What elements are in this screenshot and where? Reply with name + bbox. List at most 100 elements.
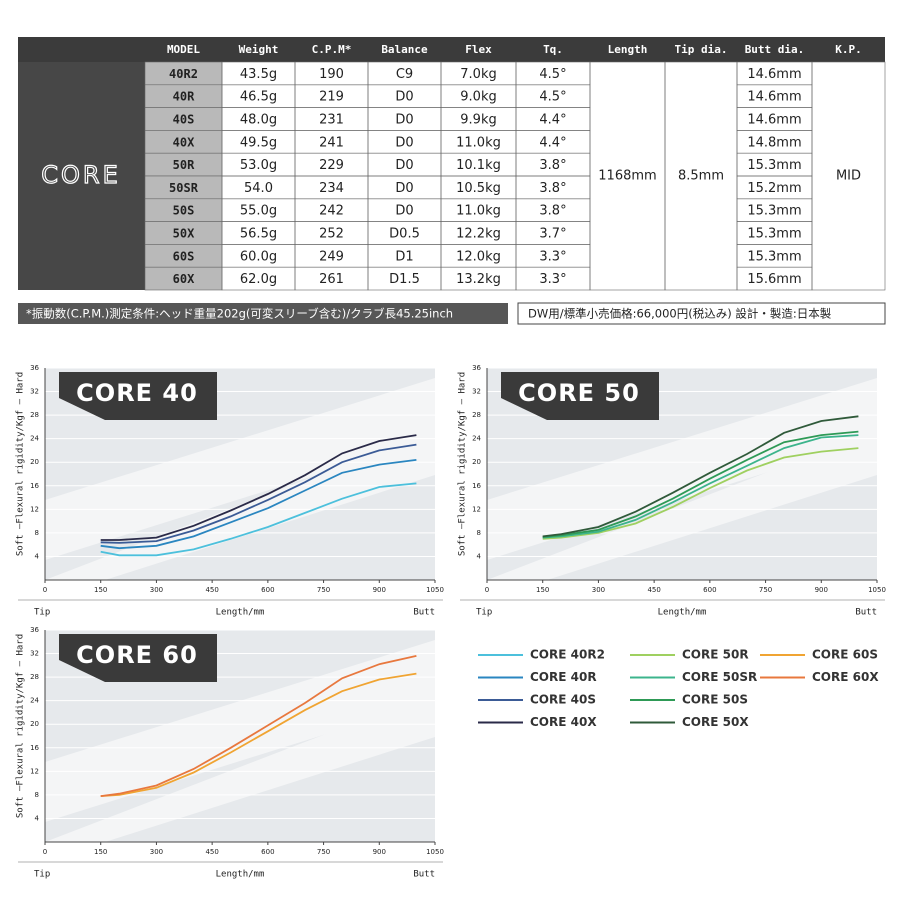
model-name: 50R xyxy=(173,158,195,172)
x-tick-label: 900 xyxy=(373,848,386,856)
cell-text: 54.0 xyxy=(244,181,273,196)
cell-text: 8.5mm xyxy=(678,169,724,184)
x-tick-label: 900 xyxy=(815,586,828,594)
plot-stripe xyxy=(45,692,435,842)
table-header: C.P.M* xyxy=(312,43,352,56)
title-badge xyxy=(59,634,217,682)
cell-text: 60.0g xyxy=(240,249,277,264)
y-tick-label: 20 xyxy=(30,458,39,466)
cell-text: 49.5g xyxy=(240,135,277,150)
cell-text: D1.5 xyxy=(389,272,420,287)
model-name: 40S xyxy=(173,113,195,127)
legend-label: CORE 60X xyxy=(812,670,879,684)
y-tick-label: 24 xyxy=(472,435,481,443)
table-header-bg xyxy=(18,37,885,62)
cell-text: 249 xyxy=(319,249,344,264)
x-tick-label: 450 xyxy=(205,848,218,856)
cell-text: 252 xyxy=(319,227,344,242)
chart-title: CORE 40 xyxy=(76,379,198,407)
x-tick-label: 0 xyxy=(43,848,47,856)
price-text: DW用/標準小売価格:66,000円(税込み) 設計・製造:日本製 xyxy=(528,307,832,321)
x-left-label: Tip xyxy=(476,608,492,618)
cell-text: D0 xyxy=(395,135,413,150)
series-line xyxy=(542,447,859,540)
series-line xyxy=(100,482,417,557)
y-tick-label: 28 xyxy=(472,411,481,419)
cell-text: 10.1kg xyxy=(456,158,501,173)
series-line xyxy=(100,459,417,550)
x-right-label: Butt xyxy=(855,608,877,618)
x-tick-label: 450 xyxy=(647,586,660,594)
series-line xyxy=(100,434,417,541)
y-tick-label: 32 xyxy=(30,388,39,396)
x-tick-label: 150 xyxy=(94,848,107,856)
x-tick-label: 600 xyxy=(261,586,274,594)
legend-label: CORE 40S xyxy=(530,693,596,707)
cell-text: D0 xyxy=(395,204,413,219)
model-name: 40R2 xyxy=(169,67,198,81)
cell-text: 3.3° xyxy=(539,249,566,264)
cell-text: D0 xyxy=(395,158,413,173)
x-tick-label: 1050 xyxy=(426,586,444,594)
cell-text: 14.8mm xyxy=(747,135,801,150)
cell-text: 15.6mm xyxy=(747,272,801,287)
x-tick-label: 300 xyxy=(150,848,163,856)
legend-label: CORE 50X xyxy=(682,715,749,729)
plot-stripe xyxy=(487,378,877,560)
note-box xyxy=(18,303,508,324)
y-tick-label: 32 xyxy=(30,650,39,658)
cell-text: 234 xyxy=(319,181,344,196)
cell-text: 15.3mm xyxy=(747,249,801,264)
cell-text: 15.3mm xyxy=(747,204,801,219)
legend-label: CORE 40R2 xyxy=(530,648,605,662)
cell-text: D0 xyxy=(395,113,413,128)
cell-text: 190 xyxy=(319,67,344,82)
cell-text: C9 xyxy=(396,67,413,82)
cell-text: 1168mm xyxy=(598,169,656,184)
x-tick-label: 300 xyxy=(592,586,605,594)
brand-cell xyxy=(18,62,145,290)
cell-text: 261 xyxy=(319,272,344,287)
series-line xyxy=(100,443,417,544)
y-axis-label: Soft —Flexural rigidity/Kgf — Hard xyxy=(16,372,26,556)
x-tick-label: 150 xyxy=(94,586,107,594)
x-axis-label: Length/mm xyxy=(216,870,265,880)
y-tick-label: 12 xyxy=(472,505,481,513)
series-line xyxy=(100,655,417,797)
x-tick-label: 600 xyxy=(703,586,716,594)
title-badge xyxy=(59,372,217,420)
series-line xyxy=(542,434,859,539)
y-tick-label: 12 xyxy=(30,505,39,513)
cell-text: 14.6mm xyxy=(747,67,801,82)
cell-text: 15.3mm xyxy=(747,227,801,242)
cell-text: 14.6mm xyxy=(747,90,801,105)
plot-stripe xyxy=(45,640,435,822)
cell-text: 55.0g xyxy=(240,204,277,219)
y-axis-label: Soft —Flexural rigidity/Kgf — Hard xyxy=(16,634,26,818)
y-tick-label: 24 xyxy=(30,697,39,705)
legend-label: CORE 50S xyxy=(682,693,748,707)
y-tick-label: 8 xyxy=(35,791,39,799)
cell-text: 46.5g xyxy=(240,90,277,105)
model-name: 60X xyxy=(173,272,195,286)
x-tick-label: 1050 xyxy=(868,586,886,594)
model-name: 40R xyxy=(173,90,195,104)
cell-text: MID xyxy=(836,169,861,184)
x-right-label: Butt xyxy=(413,870,435,880)
plot-stripe xyxy=(487,430,877,580)
cell-text: 14.6mm xyxy=(747,113,801,128)
cell-text: 7.0kg xyxy=(460,67,496,82)
x-tick-label: 450 xyxy=(205,586,218,594)
cell-text: 3.7° xyxy=(539,227,566,242)
note-text: *振動数(C.P.M.)測定条件:ヘッド重量202g(可変スリーブ含む)/クラブ… xyxy=(26,307,453,321)
y-tick-label: 36 xyxy=(472,364,481,372)
cell-text: 4.5° xyxy=(539,90,566,105)
x-tick-label: 750 xyxy=(317,586,330,594)
cell-text: 12.0kg xyxy=(456,249,501,264)
table-header: Balance xyxy=(381,43,428,56)
cell-text: 4.4° xyxy=(539,113,566,128)
cell-text: 11.0kg xyxy=(456,135,501,150)
cell-text: 219 xyxy=(319,90,344,105)
y-tick-label: 36 xyxy=(30,626,39,634)
cell-text: D0 xyxy=(395,181,413,196)
